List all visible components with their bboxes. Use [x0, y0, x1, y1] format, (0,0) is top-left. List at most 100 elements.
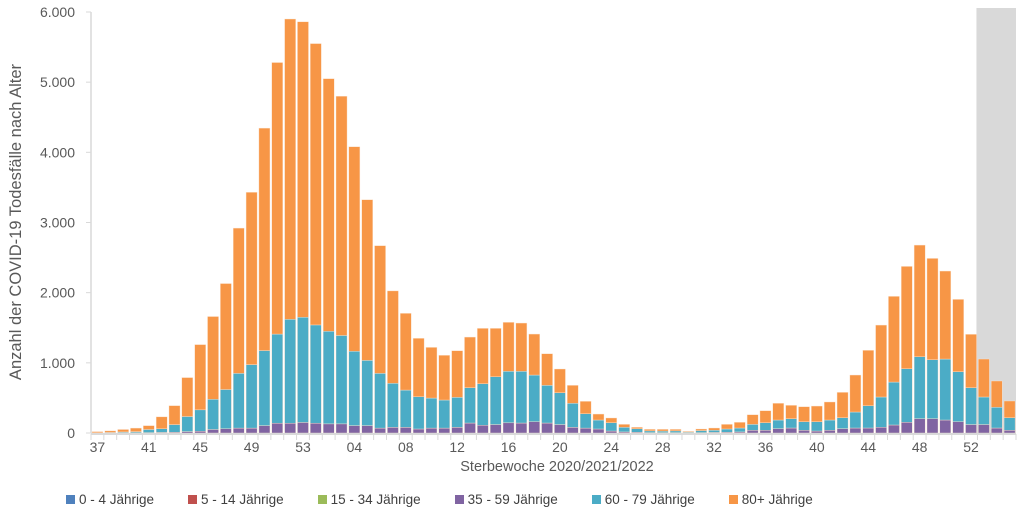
bar-segment-60-79-j-hrige — [387, 383, 399, 428]
legend-item: 60 - 79 Jährige — [591, 492, 695, 507]
x-tick-label: 24 — [604, 439, 620, 455]
bar-segment-80-j-hrige — [451, 350, 463, 398]
bar-segment-35-59-j-hrige — [412, 428, 425, 434]
bar-segment-60-79-j-hrige — [489, 376, 502, 425]
bar-segment-80-j-hrige — [554, 368, 566, 393]
bar-segment-80-j-hrige — [130, 427, 142, 432]
bar-segment-80-j-hrige — [412, 338, 425, 397]
bar-segment-60-79-j-hrige — [1003, 417, 1016, 431]
bar-segment-80-j-hrige — [708, 427, 720, 431]
legend-label: 60 - 79 Jährige — [604, 492, 695, 507]
bar-segment-80-j-hrige — [862, 350, 874, 406]
bar-segment-35-59-j-hrige — [374, 427, 386, 434]
bar-segment-60-79-j-hrige — [618, 427, 630, 433]
bar-segment-80-j-hrige — [592, 413, 605, 421]
bar-segment-80-j-hrige — [387, 290, 399, 384]
bar-segment-80-j-hrige — [759, 410, 772, 423]
legend-swatch — [317, 495, 327, 504]
bar-segment-35-59-j-hrige — [271, 422, 284, 434]
bar-segment-80-j-hrige — [91, 431, 104, 433]
legend-swatch — [66, 495, 75, 504]
bar-segment-80-j-hrige — [913, 244, 926, 357]
bar-segment-80-j-hrige — [875, 324, 887, 398]
bar-segment-80-j-hrige — [374, 245, 386, 374]
bar-segment-35-59-j-hrige — [207, 429, 219, 434]
bar-segment-60-79-j-hrige — [669, 430, 682, 433]
bar-segment-60-79-j-hrige — [374, 373, 386, 429]
bar-segment-60-79-j-hrige — [361, 360, 373, 426]
legend-label: 35 - 59 Jährige — [467, 492, 558, 507]
bar-segment-80-j-hrige — [284, 18, 296, 320]
bar-segment-80-j-hrige — [104, 430, 116, 433]
bar-segment-35-59-j-hrige — [875, 427, 887, 434]
bar-segment-35-59-j-hrige — [310, 422, 322, 434]
bar-segment-60-79-j-hrige — [541, 385, 553, 424]
bar-segment-35-59-j-hrige — [194, 431, 206, 434]
bar-segment-35-59-j-hrige — [348, 425, 361, 434]
bar-segment-80-j-hrige — [901, 266, 913, 369]
bar-segment-35-59-j-hrige — [605, 430, 618, 434]
bar-segment-35-59-j-hrige — [554, 424, 566, 434]
bar-segment-80-j-hrige — [271, 62, 284, 335]
x-tick-label: 52 — [963, 439, 979, 455]
bar-segment-60-79-j-hrige — [194, 409, 206, 432]
bar-segment-80-j-hrige — [682, 431, 695, 433]
bar-segment-80-j-hrige — [772, 403, 785, 421]
bar-segment-80-j-hrige — [425, 347, 438, 399]
bar-segment-60-79-j-hrige — [759, 422, 772, 431]
bar-segment-60-79-j-hrige — [412, 396, 425, 430]
bar-segment-60-79-j-hrige — [734, 427, 746, 433]
bar-segment-35-59-j-hrige — [477, 425, 489, 434]
bar-segment-60-79-j-hrige — [528, 374, 540, 422]
bar-segment-60-79-j-hrige — [952, 371, 964, 422]
bar-segment-60-79-j-hrige — [913, 356, 926, 419]
bar-segment-35-59-j-hrige — [823, 430, 836, 434]
bar-segment-35-59-j-hrige — [181, 431, 194, 434]
x-axis-title: Sterbewoche 2020/2021/2022 — [460, 459, 654, 475]
bar-segment-60-79-j-hrige — [168, 424, 181, 433]
bar-segment-80-j-hrige — [258, 127, 271, 351]
bar-segment-80-j-hrige — [656, 429, 669, 432]
bar-segment-60-79-j-hrige — [978, 396, 990, 425]
bar-segment-35-59-j-hrige — [862, 427, 874, 434]
bar-segment-80-j-hrige — [695, 428, 707, 431]
bar-segment-80-j-hrige — [400, 313, 412, 391]
bar-segment-80-j-hrige — [888, 296, 900, 383]
bar-segment-80-j-hrige — [361, 199, 373, 361]
bar-segment-80-j-hrige — [939, 270, 952, 360]
bar-segment-80-j-hrige — [798, 406, 810, 422]
bar-segment-60-79-j-hrige — [823, 419, 836, 431]
bar-segment-80-j-hrige — [297, 21, 309, 318]
bar-segment-80-j-hrige — [734, 422, 746, 429]
bar-segment-35-59-j-hrige — [978, 424, 990, 434]
bar-segment-80-j-hrige — [991, 380, 1003, 408]
bar-segment-60-79-j-hrige — [220, 389, 232, 429]
bar-segment-35-59-j-hrige — [785, 427, 797, 434]
bar-segment-80-j-hrige — [143, 425, 155, 430]
bar-segment-35-59-j-hrige — [772, 428, 785, 434]
legend-swatch — [728, 495, 738, 504]
bar-segment-60-79-j-hrige — [464, 387, 476, 424]
bar-segment-80-j-hrige — [155, 416, 168, 429]
bar-segment-60-79-j-hrige — [181, 416, 194, 432]
bar-segment-35-59-j-hrige — [939, 419, 952, 434]
bar-segment-60-79-j-hrige — [284, 319, 296, 424]
bar-segment-35-59-j-hrige — [888, 424, 900, 434]
bar-segment-60-79-j-hrige — [965, 387, 977, 425]
bar-segment-60-79-j-hrige — [579, 413, 592, 429]
bar-segment-35-59-j-hrige — [489, 424, 502, 434]
bar-segment-80-j-hrige — [335, 95, 348, 336]
bar-segment-80-j-hrige — [464, 336, 476, 388]
bar-segment-35-59-j-hrige — [991, 427, 1003, 434]
bar-segment-80-j-hrige — [669, 429, 682, 432]
bar-segment-60-79-j-hrige — [245, 364, 258, 429]
bar-segment-60-79-j-hrige — [721, 428, 733, 433]
bar-segment-35-59-j-hrige — [965, 424, 977, 434]
bar-segment-60-79-j-hrige — [425, 397, 438, 429]
bar-segment-60-79-j-hrige — [258, 350, 271, 426]
bar-segment-60-79-j-hrige — [502, 371, 515, 424]
bar-segment-60-79-j-hrige — [207, 399, 219, 430]
legend-swatch — [454, 495, 464, 504]
bar-segment-80-j-hrige — [811, 405, 823, 422]
bar-segment-80-j-hrige — [965, 334, 977, 388]
